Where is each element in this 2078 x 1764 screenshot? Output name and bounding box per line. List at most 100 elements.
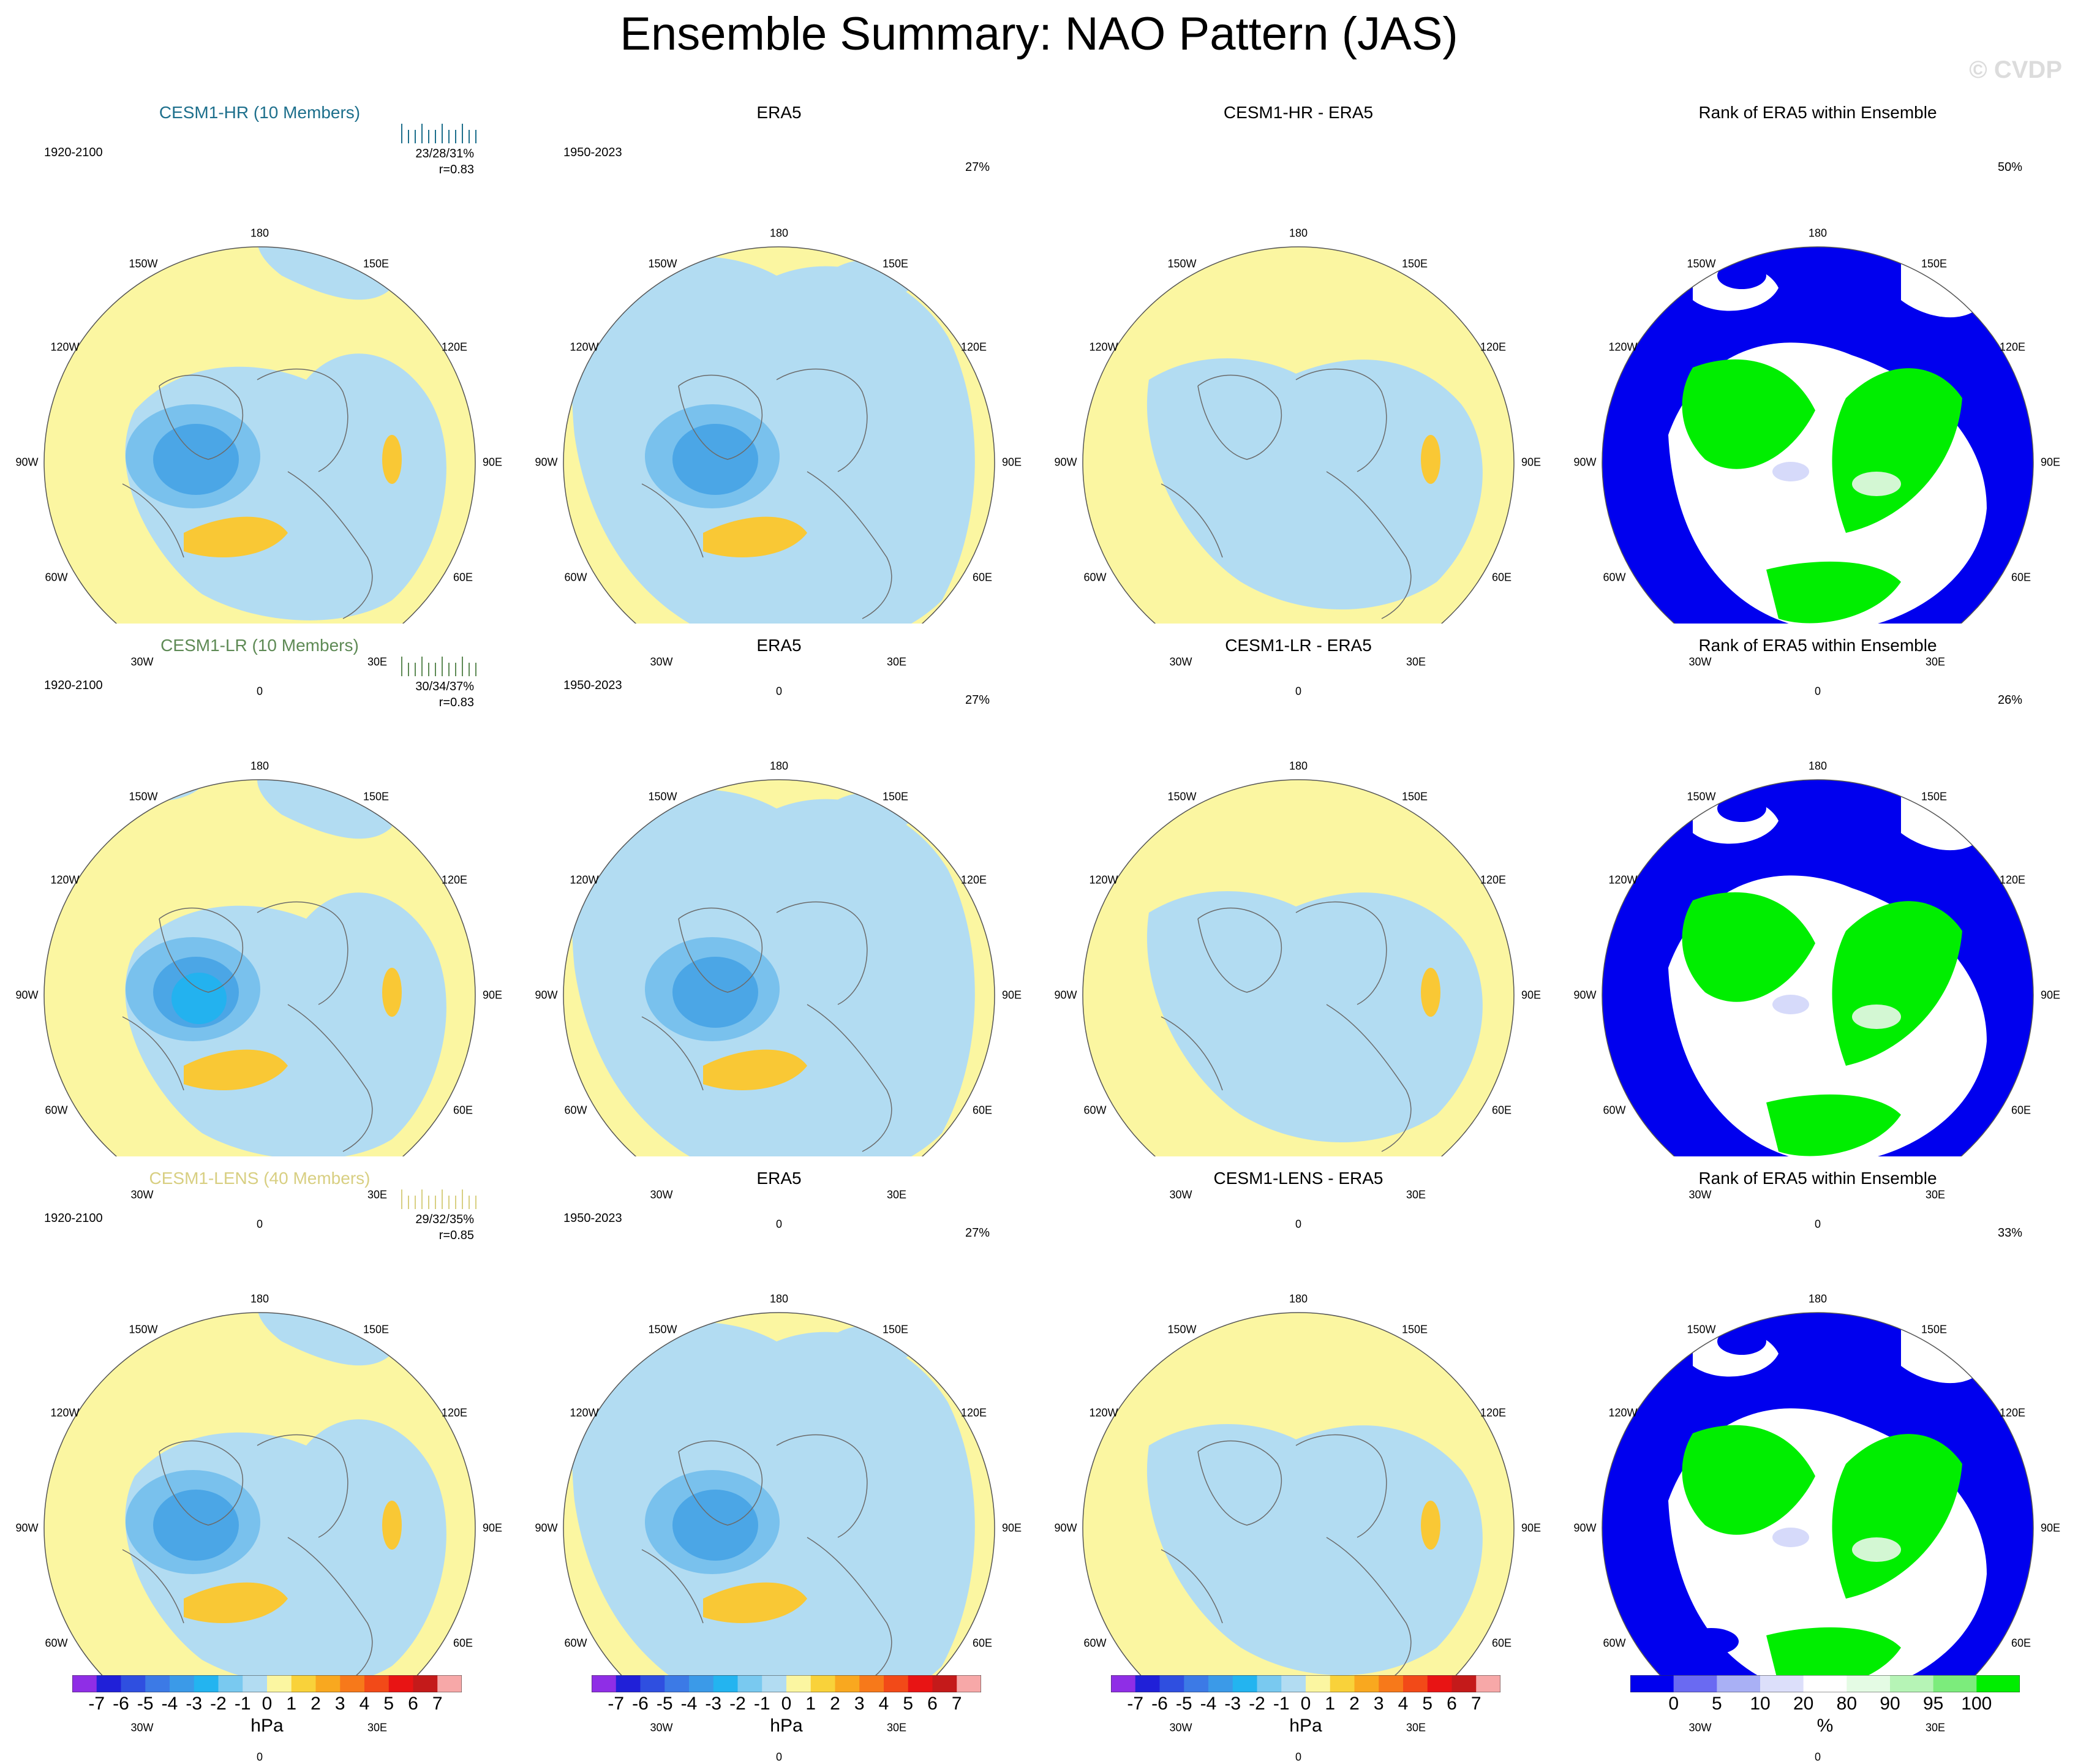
lon-label-ur1: 150E — [882, 1323, 909, 1336]
lon-label-left: 90W — [1054, 989, 1077, 1001]
colorbar-tick-label: 6 — [1447, 1694, 1457, 1714]
pattern-percent: 27% — [965, 693, 990, 707]
colorbar-swatches — [591, 1675, 982, 1693]
lon-label-right: 90E — [1001, 1521, 1022, 1534]
lon-label-lr2: 30E — [886, 655, 907, 668]
lon-label-ur2: 120E — [1480, 873, 1507, 886]
colorbar-unit: hPa — [250, 1716, 284, 1736]
lon-label-bottom: 0 — [256, 685, 263, 698]
lon-label-lr1: 60E — [972, 571, 993, 584]
colorbar-tick-label: -2 — [729, 1694, 746, 1714]
lon-label-top: 180 — [769, 1292, 789, 1305]
obs-polar-map — [563, 1312, 995, 1689]
colorbar-tick-label: -7 — [1127, 1694, 1144, 1714]
lon-label-ll1: 60W — [1603, 1104, 1626, 1117]
lon-label-ul2: 120W — [570, 341, 599, 353]
colorbar-tick-label: 0 — [781, 1694, 792, 1714]
colorbar-swatches — [1110, 1675, 1501, 1693]
lon-label-top: 180 — [250, 1292, 269, 1305]
lon-label-lr1: 60E — [1491, 571, 1512, 584]
lon-label-ur1: 150E — [363, 257, 390, 270]
lon-label-ll1: 60W — [564, 1637, 587, 1649]
model-stat-correlation: r=0.83 — [439, 696, 474, 709]
model-panel-title: CESM1-HR (10 Members) — [159, 103, 361, 122]
lon-label-ll1: 60W — [1083, 1104, 1107, 1117]
lon-label-lr1: 60E — [453, 1104, 473, 1117]
lon-label-ll1: 60W — [45, 1104, 68, 1117]
lon-label-ul1: 150W — [1167, 257, 1197, 270]
lon-label-lr1: 60E — [972, 1637, 993, 1649]
colorbar-tick-label: -7 — [608, 1694, 625, 1714]
obs-panel-title: ERA5 — [756, 103, 802, 122]
lon-label-left: 90W — [15, 1521, 39, 1534]
model-stat-correlation: r=0.85 — [439, 1229, 474, 1242]
lon-label-ul2: 120W — [1608, 1406, 1638, 1419]
colorbar-tick-label: 2 — [830, 1694, 840, 1714]
lon-label-lr1: 60E — [453, 571, 473, 584]
colorbar-tick-label: 3 — [854, 1694, 865, 1714]
lon-label-ll1: 60W — [45, 1637, 68, 1649]
rank-panel-title: Rank of ERA5 within Ensemble — [1698, 1169, 1937, 1188]
lon-label-ur1: 150E — [363, 1323, 390, 1336]
lon-label-lr2: 30E — [886, 1188, 907, 1201]
colorbar-tick-label: 4 — [359, 1694, 370, 1714]
period-label: 1950-2023 — [563, 1212, 622, 1225]
colorbar-tick-label: 6 — [927, 1694, 938, 1714]
diff-panel-title: CESM1-LR - ERA5 — [1225, 636, 1372, 655]
lon-label-ul1: 150W — [1687, 257, 1716, 270]
colorbar-tick-label: -1 — [753, 1694, 770, 1714]
lon-label-ur1: 150E — [1401, 1323, 1428, 1336]
lon-label-ll2: 30W — [1169, 1721, 1192, 1734]
lon-label-ll1: 60W — [564, 571, 587, 584]
lon-label-bottom: 0 — [775, 1218, 783, 1231]
lon-label-top: 180 — [1289, 227, 1308, 239]
colorbar-tick-label: -5 — [656, 1694, 673, 1714]
lon-label-right: 90E — [482, 989, 503, 1001]
colorbar-tick-label: 90 — [1880, 1694, 1900, 1714]
colorbar-tick-label: 1 — [286, 1694, 297, 1714]
colorbar-tick-label: 10 — [1750, 1694, 1771, 1714]
lon-label-bottom: 0 — [1295, 1751, 1302, 1763]
lon-label-ll1: 60W — [1083, 571, 1107, 584]
model-polar-map — [43, 1312, 476, 1689]
period-label: 1920-2100 — [44, 1212, 103, 1225]
lon-label-right: 90E — [1521, 456, 1542, 469]
colorbar-tick-label: -3 — [705, 1694, 722, 1714]
colorbar-tick-label: 95 — [1922, 1694, 1944, 1714]
lon-label-lr2: 30E — [1925, 655, 1946, 668]
period-label: 1950-2023 — [563, 679, 622, 692]
pattern-percent: 33% — [1998, 1226, 2023, 1240]
colorbar-tick-label: 80 — [1836, 1694, 1858, 1714]
lon-label-lr2: 30E — [1406, 655, 1426, 668]
colorbar-tick-label: 4 — [878, 1694, 889, 1714]
lon-label-left: 90W — [15, 989, 39, 1001]
lon-label-ul2: 120W — [1089, 873, 1118, 886]
colorbar-tick-label: 5 — [903, 1694, 914, 1714]
period-label: 1950-2023 — [563, 146, 622, 159]
diff-panel-title: CESM1-HR - ERA5 — [1223, 103, 1374, 122]
lon-label-lr1: 60E — [972, 1104, 993, 1117]
model-stat-percentiles: 30/34/37% — [415, 680, 474, 693]
colorbar-tick-label: 3 — [334, 1694, 345, 1714]
lon-label-ur1: 150E — [1401, 257, 1428, 270]
lon-label-ur2: 120E — [1480, 341, 1507, 353]
lon-label-ur2: 120E — [1999, 1406, 2026, 1419]
rank-polar-map — [1602, 779, 2034, 1156]
panel-diff-row2: CESM1-LENS - ERA5 180 0 90W 90E 150W 120W 60W 30… — [1039, 1158, 1558, 1763]
colorbar-tick-label: 1 — [805, 1694, 816, 1714]
lon-label-top: 180 — [769, 227, 789, 239]
diff-polar-map — [1082, 779, 1515, 1156]
lon-label-ur1: 150E — [882, 790, 909, 803]
colorbar-tick-label: 7 — [951, 1694, 962, 1714]
lon-label-ur1: 150E — [363, 790, 390, 803]
lon-label-top: 180 — [1289, 1292, 1308, 1305]
lon-label-left: 90W — [1054, 456, 1077, 469]
obs-panel-title: ERA5 — [756, 636, 802, 655]
colorbar-tick-label: -1 — [234, 1694, 251, 1714]
lon-label-top: 180 — [769, 760, 789, 772]
lon-label-right: 90E — [482, 1521, 503, 1534]
colorbar_hpa-2: -7 -6 -5 -4 -3 -2 -1 0 1 2 3 4 5 6 7 hPa — [1110, 1675, 1501, 1743]
colorbar-unit: % — [1816, 1716, 1834, 1736]
lon-label-ul1: 150W — [648, 257, 677, 270]
colorbar-tick-label: 1 — [1325, 1694, 1336, 1714]
